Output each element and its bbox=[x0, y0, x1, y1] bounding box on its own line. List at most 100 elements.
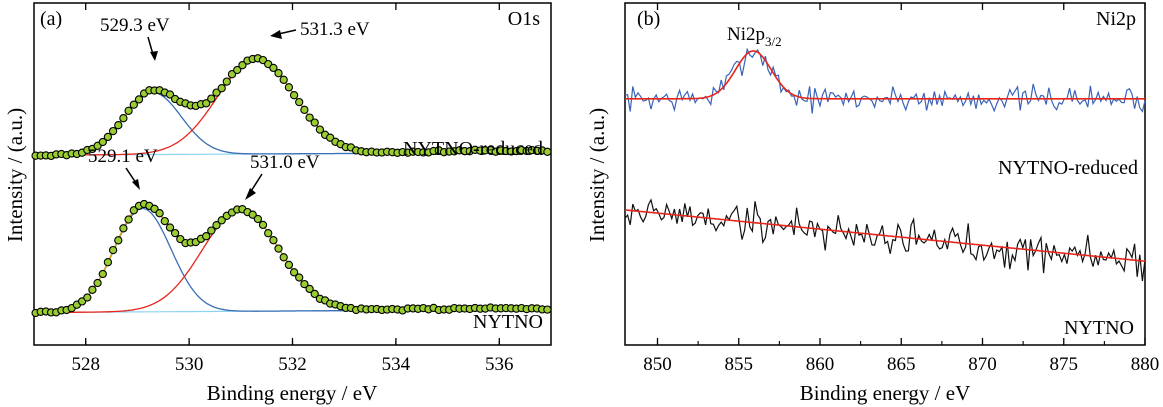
peak-label-main: Ni2p bbox=[727, 24, 765, 45]
x-tick-label: 528 bbox=[71, 354, 100, 375]
data-point bbox=[227, 70, 237, 79]
data-point bbox=[269, 236, 278, 245]
peak-annotation-531-0: 531.0 eV bbox=[245, 152, 320, 200]
data-point bbox=[295, 97, 304, 107]
data-point bbox=[124, 215, 133, 224]
data-point bbox=[83, 293, 92, 302]
panel-a-o1s: 528 530 532 534 536 (a) O1s Binding energy /… bbox=[3, 2, 552, 405]
panel-a-tag: (a) bbox=[40, 8, 62, 30]
data-point bbox=[279, 253, 288, 262]
data-point bbox=[114, 236, 123, 245]
data-point bbox=[233, 65, 242, 75]
data-point bbox=[284, 260, 294, 270]
panel-a-title: O1s bbox=[508, 8, 540, 30]
data-point bbox=[222, 77, 231, 86]
peak-arrowhead-529-1 bbox=[132, 179, 140, 190]
data-point bbox=[108, 245, 118, 255]
x-tick-label: 536 bbox=[485, 354, 514, 375]
panel-a-y-axis-title: Intensity / (a.u.) bbox=[3, 108, 27, 242]
data-point bbox=[212, 221, 221, 230]
panel-a-x-axis-title: Binding energy / eV bbox=[207, 381, 378, 405]
panel-a-label-nytno: NYTNO bbox=[473, 311, 543, 333]
data-point bbox=[160, 216, 169, 226]
data-point bbox=[274, 244, 283, 253]
data-point bbox=[284, 83, 294, 92]
data-point bbox=[310, 118, 319, 127]
peak-arrowhead-531-3 bbox=[270, 30, 282, 39]
data-point bbox=[543, 147, 552, 156]
panel-a-frame bbox=[33, 2, 552, 346]
x-tick-label: 860 bbox=[806, 354, 835, 375]
data-point bbox=[124, 106, 133, 115]
data-point bbox=[129, 206, 138, 215]
data-point bbox=[103, 132, 113, 142]
data-point bbox=[315, 125, 325, 134]
data-point bbox=[207, 94, 216, 103]
x-tick-label: 532 bbox=[278, 354, 307, 375]
data-point bbox=[103, 258, 113, 267]
panel-a-label-nytno-reduced: NYTNO-reduced bbox=[403, 138, 543, 160]
x-tick-label: 530 bbox=[175, 354, 204, 375]
data-point bbox=[238, 61, 247, 70]
x-tick-label: 534 bbox=[382, 354, 411, 375]
data-point bbox=[129, 100, 138, 109]
data-point bbox=[119, 224, 128, 233]
data-point bbox=[98, 269, 107, 279]
data-point bbox=[202, 99, 211, 108]
data-point bbox=[305, 113, 314, 122]
data-point bbox=[289, 268, 299, 277]
fit-line-nytno-reduced bbox=[625, 50, 1145, 100]
fit-line-nytno bbox=[624, 209, 1146, 262]
data-point bbox=[253, 214, 263, 224]
data-point bbox=[165, 90, 175, 99]
data-point bbox=[269, 63, 278, 73]
panel-b-peak-label: Ni2p3/2 bbox=[727, 24, 782, 49]
peak-arrowhead-531-0 bbox=[245, 188, 256, 200]
x-tick-label: 875 bbox=[1050, 354, 1079, 375]
data-point bbox=[207, 226, 216, 235]
data-point bbox=[258, 220, 268, 230]
peak-label-subscript: 3/2 bbox=[765, 34, 782, 49]
data-point bbox=[155, 209, 164, 218]
data-point bbox=[310, 289, 319, 299]
panel-b-tag: (b) bbox=[637, 8, 660, 30]
data-point bbox=[165, 223, 175, 232]
x-tick-label: 850 bbox=[643, 354, 672, 375]
data-point bbox=[217, 216, 226, 225]
panel-b-title: Ni2p bbox=[1096, 8, 1136, 30]
data-point bbox=[248, 210, 257, 219]
data-point bbox=[300, 105, 309, 114]
panel-b-label-nytno-reduced: NYTNO-reduced bbox=[998, 157, 1138, 179]
data-point bbox=[119, 114, 128, 123]
data-point bbox=[134, 95, 144, 104]
data-point bbox=[300, 279, 309, 289]
data-point bbox=[98, 137, 107, 147]
data-point bbox=[202, 232, 211, 241]
panel-a-plot-area bbox=[31, 54, 552, 318]
raw-spectrum-nytno bbox=[624, 198, 1146, 282]
x-tick-label: 880 bbox=[1131, 354, 1160, 375]
panel-b-plot-area bbox=[624, 47, 1146, 282]
panel-b-x-axis-title: Binding energy / eV bbox=[800, 381, 971, 405]
data-point bbox=[279, 75, 288, 84]
data-point bbox=[217, 84, 226, 93]
x-tick-label: 855 bbox=[725, 354, 754, 375]
panel-b-label-nytno: NYTNO bbox=[1064, 317, 1134, 339]
panel-b-x-ticks: 850 855 860 865 870 875 880 bbox=[643, 3, 1159, 375]
data-point bbox=[114, 121, 123, 130]
data-point bbox=[289, 91, 299, 100]
data-point bbox=[543, 305, 552, 314]
x-tick-label: 865 bbox=[887, 354, 916, 375]
peak-label-529-1: 529.1 eV bbox=[88, 146, 158, 167]
fit-sum-line-nytno bbox=[34, 203, 551, 314]
data-point bbox=[150, 204, 159, 213]
peak-label-531-3: 531.3 eV bbox=[300, 19, 370, 40]
data-point bbox=[93, 278, 102, 288]
peak-annotation-529-3: 529.3 eV bbox=[100, 15, 170, 61]
peak-label-529-3: 529.3 eV bbox=[100, 15, 170, 36]
peak-label-531-0: 531.0 eV bbox=[250, 152, 320, 173]
data-point bbox=[108, 126, 118, 136]
peak-annotation-531-3: 531.3 eV bbox=[270, 19, 370, 40]
panel-b-frame bbox=[624, 2, 1146, 346]
